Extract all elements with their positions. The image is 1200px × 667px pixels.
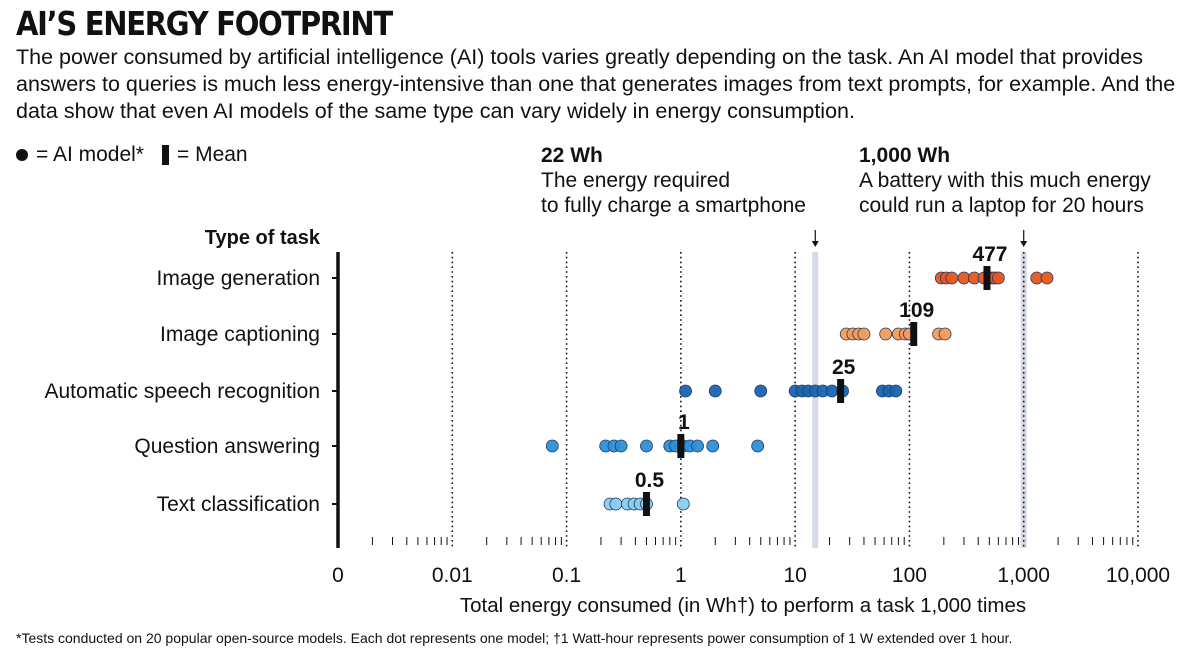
data-point: [545, 439, 559, 453]
data-point: [706, 439, 720, 453]
annotation-laptop: 1,000 Wh A battery with this much energy…: [859, 143, 1151, 218]
x-tick-label: 1: [675, 564, 687, 587]
x-tick-label: 0.01: [432, 564, 473, 587]
mean-label: 109: [899, 299, 934, 322]
annotation-smartphone-line2: to fully charge a smartphone: [541, 194, 806, 217]
data-point: [991, 271, 1005, 285]
x-tick-label: 0: [332, 564, 344, 587]
data-point: [676, 497, 690, 511]
annotation-smartphone: 22 Wh The energy required to fully charg…: [541, 143, 806, 218]
annotation-smartphone-title: 22 Wh: [541, 144, 603, 167]
data-point: [754, 384, 768, 398]
mean-marker: [910, 322, 918, 346]
x-tick-label: 10: [783, 564, 806, 587]
data-point: [609, 497, 623, 511]
chart-subtitle: The power consumed by artificial intelli…: [16, 45, 1176, 123]
legend-mean-label: = Mean: [176, 143, 248, 166]
mean-label: 0.5: [635, 469, 665, 492]
dot-legend-icon: [16, 149, 28, 161]
x-tick-label: 10,000: [1106, 564, 1170, 587]
data-point: [679, 384, 692, 398]
data-point: [691, 439, 704, 453]
mean-legend-icon: [161, 145, 169, 165]
annotation-laptop-title: 1,000 Wh: [859, 144, 951, 167]
data-point: [614, 439, 628, 453]
x-tick-label: 100: [892, 564, 927, 587]
mean-label: 1: [678, 411, 690, 434]
data-point: [708, 384, 722, 398]
x-axis-label: Total energy consumed (in Wh†) to perfor…: [460, 594, 1026, 617]
mean-label: 477: [972, 243, 1007, 266]
data-point: [857, 327, 871, 341]
category-label: Text classification: [157, 493, 320, 516]
x-tick-label: 0.1: [552, 564, 581, 587]
data-point: [889, 384, 903, 398]
data-point: [945, 271, 959, 285]
category-label: Automatic speech recognition: [45, 380, 321, 403]
mean-marker: [677, 434, 685, 458]
legend-dot-label: = AI model*: [36, 143, 144, 166]
annotation-laptop-line2: could run a laptop for 20 hours: [859, 194, 1144, 217]
y-axis-title: Type of task: [205, 227, 321, 249]
annotation-laptop-line1: A battery with this much energy: [859, 169, 1151, 192]
reference-band: [812, 252, 819, 548]
reference-band: [1020, 252, 1027, 548]
footnote: *Tests conducted on 20 popular open-sour…: [16, 630, 1013, 646]
category-label: Question answering: [134, 435, 320, 458]
category-label: Image generation: [157, 267, 320, 290]
annotation-smartphone-line1: The energy required: [541, 169, 731, 192]
data-point: [938, 327, 952, 341]
mean-marker: [642, 492, 650, 516]
x-tick-label: 1,000: [997, 564, 1050, 587]
data-point: [1040, 271, 1054, 285]
data-point: [879, 327, 893, 341]
data-point: [751, 439, 765, 453]
category-label: Image captioning: [160, 323, 320, 346]
mean-label: 25: [832, 356, 856, 379]
chart-title: AI’S ENERGY FOOTPRINT: [16, 4, 393, 43]
arrow-down-icon: [811, 241, 819, 247]
mean-marker: [837, 379, 845, 403]
arrow-down-icon: [1020, 241, 1028, 247]
legend: = AI model* = Mean: [16, 143, 248, 167]
mean-marker: [983, 266, 991, 290]
data-point: [640, 439, 653, 453]
data-point: [825, 384, 839, 398]
